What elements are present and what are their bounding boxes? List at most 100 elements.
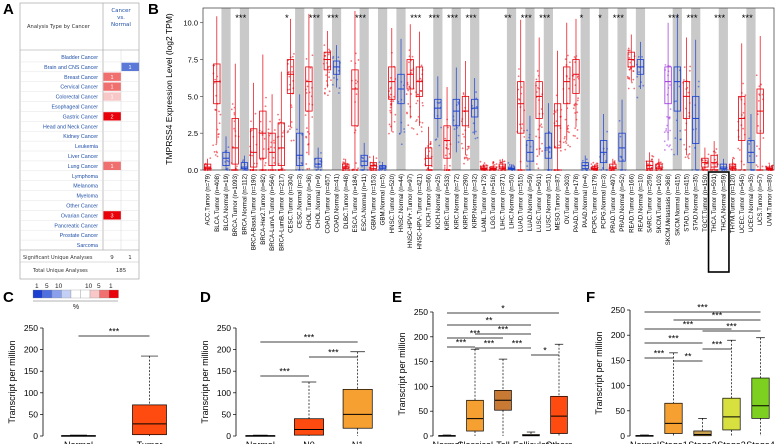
panel-b-shade-band [221, 8, 231, 170]
panel-b-y-tick-label: 2.5 [188, 129, 198, 138]
panel-b-point [214, 154, 217, 156]
panel-b-point [710, 169, 713, 171]
panel-b-point [316, 169, 318, 171]
panel-b-point [264, 162, 267, 164]
panel-c-boxplot: Transcript per million 0 50 100 150 200 250 Nor… [7, 323, 167, 444]
panelF-x-tick-label: Stage1 [659, 440, 688, 444]
panel-b-point [209, 157, 212, 160]
panel-b-point [555, 120, 558, 123]
panel-b-point [517, 75, 520, 78]
panel-b-point [723, 169, 726, 171]
panel-b-point [279, 169, 281, 171]
panel-b-point [539, 125, 542, 127]
panel-b-x-tick-label: GBM.Tumor (n=153) [370, 174, 377, 230]
panel-b-point [242, 159, 245, 162]
panel-b-point [389, 125, 392, 128]
panel-b-point [288, 75, 291, 78]
panel-b-point [420, 130, 423, 133]
panel-b-point [287, 125, 290, 127]
panel-b-point [647, 163, 650, 166]
panel-b-point [659, 169, 662, 171]
panel-a-total-label: Total Unique Analyses [32, 268, 88, 274]
panel-b-point [537, 128, 540, 131]
panel-b-point [466, 159, 469, 161]
panel-b-significance: *** [465, 13, 476, 24]
panel-b-box [599, 140, 608, 164]
panelC-y-tick-label: 0 [33, 431, 38, 441]
panel-b-point [758, 148, 761, 150]
panelF-y-label: Transcript per million [594, 331, 604, 414]
panel-a-cancer-label: Lymphoma [72, 174, 98, 180]
panel-b-point [508, 164, 511, 166]
panel-b-point [558, 144, 560, 147]
panelF-y-tick-label: 200 [611, 330, 625, 340]
panel-b-point [592, 161, 595, 164]
panel-b-point [463, 162, 465, 165]
panelF-bracket-label: ** [684, 352, 692, 362]
panel-b-point [228, 169, 231, 171]
panelD-x-tick-label: Normal [246, 440, 275, 444]
panel-a-cancer-label: Bladder Cancer [61, 55, 98, 61]
panel-a-legend-unit: % [73, 304, 79, 311]
panelD-y-tick-label: 150 [217, 366, 231, 376]
panel-b-point [468, 157, 471, 160]
panel-b-significance: *** [309, 13, 320, 24]
panel-b-point [646, 169, 649, 171]
panel-b-point [357, 59, 360, 61]
panel-b-box [618, 132, 626, 162]
panel-b-significance: *** [355, 13, 366, 24]
panel-label-b: B [148, 1, 159, 18]
panel-b-point [714, 151, 717, 154]
panelF-x-tick-label: Normal [630, 440, 659, 444]
panel-b-point [306, 130, 309, 133]
panel-b-point [366, 169, 369, 171]
panel-b-point [757, 99, 760, 102]
panel-f-boxplot: Transcript per million 0 50 100 150 200 250 Nor… [594, 303, 775, 444]
panelF-bracket-label: *** [683, 320, 694, 330]
panel-b-point [600, 169, 603, 171]
panel-b-x-tick-label: READ.Tumor (n=166) [628, 174, 635, 233]
panel-b-point [419, 77, 422, 80]
panel-b-frame [202, 7, 775, 171]
panelE-y-tick-label: 50 [419, 406, 429, 416]
panel-b-point [666, 144, 669, 146]
panel-b-shade-band [506, 8, 517, 170]
panel-b-point [333, 77, 335, 79]
panel-b-point [416, 99, 419, 102]
panel-b-point [576, 99, 579, 102]
panel-b-point [438, 144, 441, 147]
panel-b-point [755, 164, 758, 167]
panel-b-significance: *** [686, 13, 697, 24]
panel-b-point [290, 106, 293, 109]
panel-b-point [373, 163, 376, 166]
panel-b-x-tick-label: BRCA-Basal.Tumor (n=190) [251, 174, 258, 250]
panelD-box [294, 418, 324, 436]
panel-b-point [624, 169, 627, 171]
panel-b-y-tick-label: 7.5 [188, 56, 198, 65]
panelC-y-tick-label: 50 [29, 409, 39, 419]
panel-b-point [416, 133, 419, 136]
panel-b-point [573, 56, 576, 58]
panel-b-point [355, 82, 357, 85]
panelE-bracket-label: *** [498, 325, 509, 335]
panel-b-point [341, 169, 344, 171]
panel-a-legend-number: 1 [35, 283, 39, 290]
panel-b-point [569, 145, 571, 148]
panel-b-x-tick-label: MESO.Tumor (n=87) [555, 174, 562, 231]
panel-b-shade-band [599, 8, 609, 170]
panel-b-point [265, 96, 267, 99]
panel-b-point [311, 116, 314, 118]
panel-b-box [222, 151, 230, 166]
panelE-y-tick-label: 200 [414, 332, 428, 342]
panel-a-cancer-label: Brain and CNS Cancer [44, 65, 98, 71]
panel-a-cancer-label: Head and Neck Cancer [43, 124, 98, 130]
panel-b-point [355, 162, 357, 164]
panel-a-legend-swatch [32, 289, 43, 299]
panel-b-x-tick-label: KIRP.Normal (n=32) [472, 174, 479, 228]
panel-b-point [264, 105, 267, 108]
panel-b-point [666, 124, 669, 127]
panel-b-point [568, 131, 570, 134]
panel-b-point [369, 169, 372, 171]
panel-a-legend-swatch [70, 289, 81, 299]
panel-b-point [389, 93, 392, 96]
